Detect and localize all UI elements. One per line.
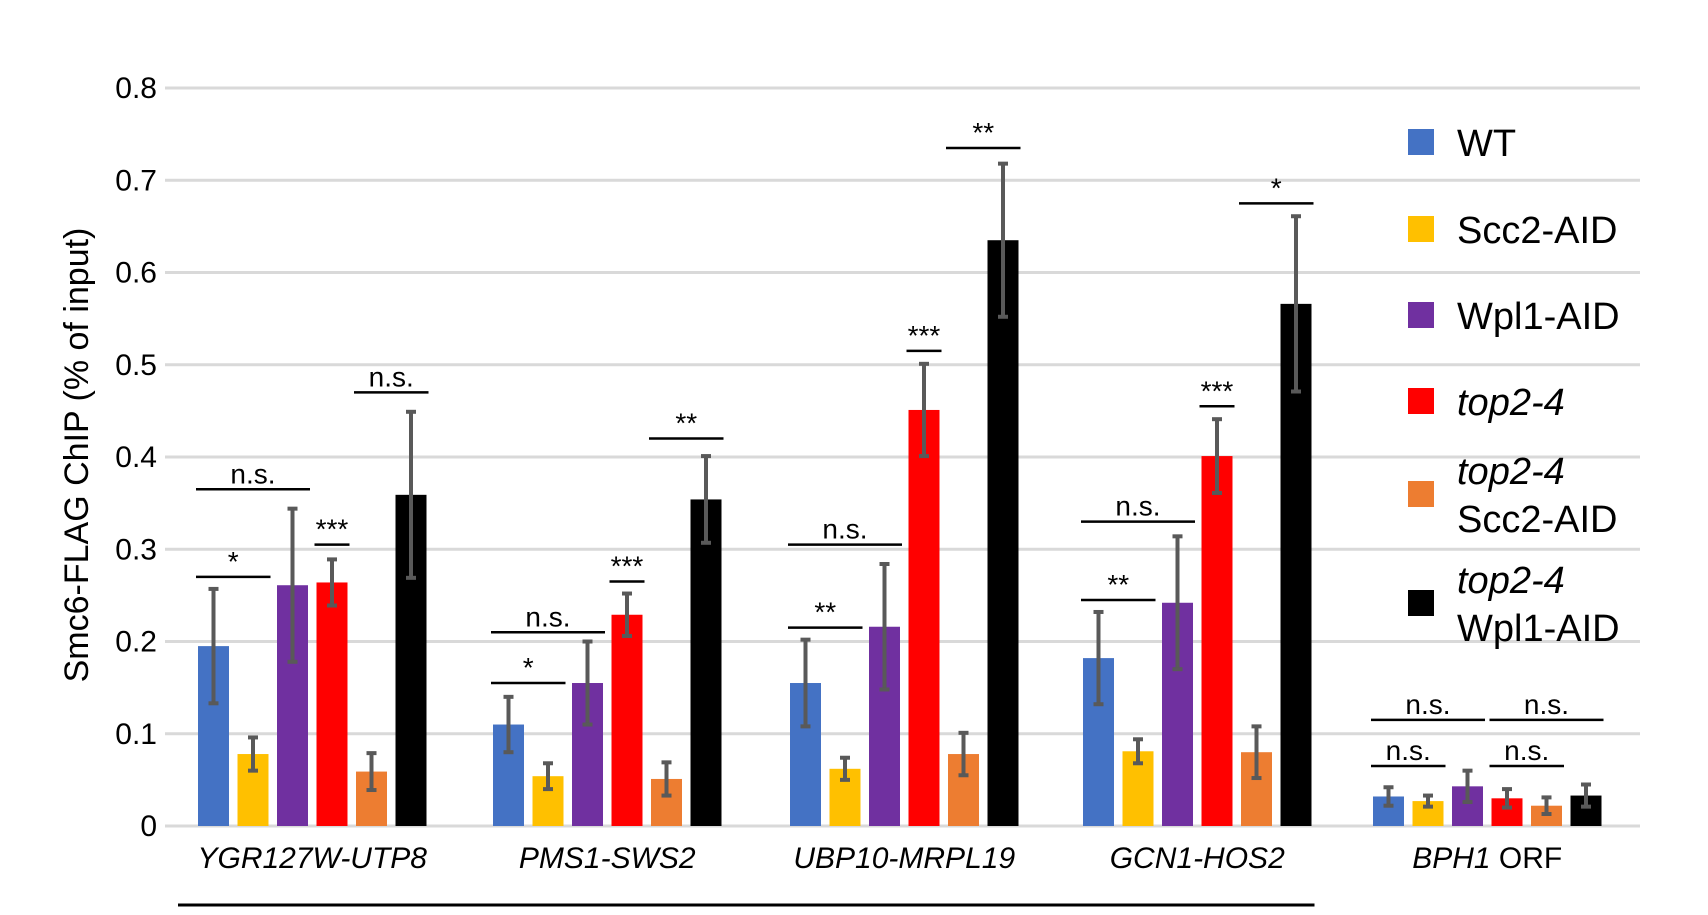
significance-label: n.s. [1405,689,1450,720]
significance-label: ** [1107,569,1129,600]
y-tick-label: 0.3 [115,533,157,566]
category-label: BPH1 ORF [1412,842,1562,875]
y-tick-label: 0.5 [115,349,157,382]
y-tick-label: 0.7 [115,164,157,197]
bar [908,409,940,826]
error-bars [208,161,1591,817]
bar [1201,456,1233,826]
category-label-italic: BPH1 [1412,842,1490,875]
significance-label: ** [972,117,994,148]
legend-label: WT [1457,123,1516,165]
significance-label: n.s. [822,514,867,545]
significance-label: * [1271,172,1282,203]
significance-label: *** [316,514,349,545]
y-tick-label: 0.8 [115,72,157,105]
significance-label: *** [1201,375,1234,406]
legend-label: Wpl1-AID [1457,608,1620,650]
category-labels: YGR127W-UTP8 PMS1-SWS2 UBP10-MRPL19 GCN1-HO… [197,842,1562,875]
y-tick-label: 0.6 [115,257,157,290]
significance-label: ** [675,408,697,439]
category-label-italic: YGR127W-UTP8 [197,842,427,875]
legend-label: top2-4 [1457,382,1565,424]
significance-label: n.s. [1115,491,1160,522]
legend-label: Scc2-AID [1457,210,1617,252]
y-tick-label: 0.1 [115,718,157,751]
legend-swatch [1408,129,1434,155]
significance-label: n.s. [1386,735,1431,766]
significance-label: n.s. [230,458,275,489]
bar [690,499,722,826]
legend-swatch [1408,302,1434,328]
significance-label: n.s. [369,361,414,392]
significance-label: * [228,546,239,577]
category-label-italic: GCN1-HOS2 [1110,842,1285,875]
significance-label: n.s. [1504,735,1549,766]
y-axis-label: Smc6-FLAG ChIP (% of input) [58,228,96,683]
bar [316,582,348,826]
category-label-italic: PMS1-SWS2 [519,842,696,875]
legend-label: top2-4 [1457,451,1565,493]
legend-label: Scc2-AID [1457,499,1617,541]
significance-label: *** [611,551,644,582]
legend-swatch [1408,590,1434,616]
significance-label: *** [908,320,941,351]
bar [611,614,643,826]
legend: WT Scc2-AID Wpl1-AID top2-4 top2-4 Scc2-AID to… [1408,123,1620,650]
legend-label: Wpl1-AID [1457,296,1620,338]
legend-swatch [1408,216,1434,242]
category-label: UBP10-MRPL19 [793,842,1015,875]
bar [987,240,1019,826]
legend-swatch [1408,388,1434,414]
category-label: PMS1-SWS2 [519,842,696,875]
y-tick-label: 0 [140,810,157,843]
category-label-italic: UBP10-MRPL19 [793,842,1015,875]
y-tick-label: 0.4 [115,441,157,474]
category-label-plain: ORF [1491,842,1563,875]
category-label: YGR127W-UTP8 [197,842,427,875]
y-tick-label: 0.2 [115,626,157,659]
significance-annotations: *n.s.***n.s.*n.s.*******n.s.*******n.s.*… [196,117,1604,768]
significance-label: n.s. [1524,689,1569,720]
bars [198,240,1602,826]
significance-label: n.s. [525,601,570,632]
significance-label: ** [814,597,836,628]
category-label: GCN1-HOS2 [1110,842,1285,875]
legend-swatch [1408,481,1434,507]
legend-label: top2-4 [1457,560,1565,602]
significance-label: * [523,652,534,683]
y-tick-labels: 0 0.1 0.2 0.3 0.4 0.5 0.6 0.7 0.8 [115,72,157,843]
